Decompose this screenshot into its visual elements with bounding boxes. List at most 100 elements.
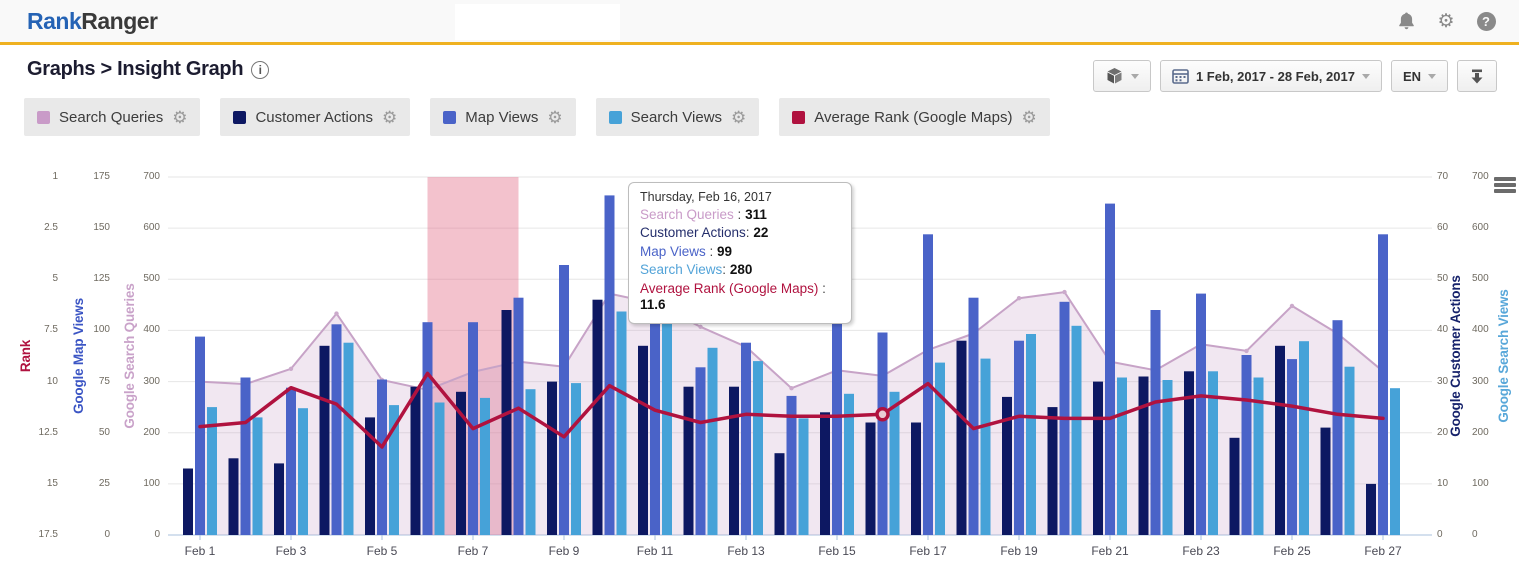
search-views-bar (525, 389, 536, 535)
legend-swatch (443, 110, 457, 124)
axis-tick: 75 (98, 375, 110, 387)
customer-actions-bar (501, 310, 512, 535)
legend-swatch (792, 110, 806, 124)
axis-tick: 0 (1472, 529, 1478, 540)
axis-tick: 7.5 (44, 324, 58, 336)
tooltip-row: Customer Actions: 22 (640, 225, 769, 241)
axis-tick: 12.5 (38, 426, 58, 438)
app-header: RankRanger ⚙ ? (0, 0, 1519, 45)
axis-tick: 50 (1437, 273, 1449, 285)
gear-icon[interactable]: ⚙ (1021, 107, 1037, 127)
info-icon[interactable]: i (251, 60, 270, 79)
map-views-bar (786, 395, 797, 535)
search-views-bar (1162, 380, 1173, 535)
tooltip-row: Search Views: 280 (640, 262, 753, 278)
customer-actions-bar (183, 468, 193, 535)
customer-actions-bar (547, 381, 557, 535)
customer-actions-bar (456, 391, 466, 535)
search-views-bar (480, 397, 490, 535)
map-views-bar (422, 322, 433, 535)
gear-icon[interactable]: ⚙ (1437, 10, 1455, 32)
map-views-bar (1105, 203, 1115, 535)
x-axis-label: Feb 23 (1182, 544, 1220, 558)
bell-icon[interactable] (1395, 10, 1417, 32)
legend-row: Search Queries ⚙ Customer Actions ⚙ Map View… (24, 98, 1050, 136)
download-button[interactable] (1457, 60, 1497, 92)
map-views-bar (695, 367, 706, 535)
search-views-bar (1253, 377, 1264, 535)
x-axis-label: Feb 3 (276, 544, 307, 558)
legend-swatch (37, 110, 50, 124)
axis-title-google-search-queries: Google Search Queries (122, 283, 137, 429)
breadcrumb: Graphs > Insight Graph i (27, 58, 270, 81)
axis-tick: 175 (93, 171, 110, 182)
legend-button-search-views[interactable]: Search Views ⚙ (595, 98, 760, 136)
axis-tick: 100 (1472, 477, 1489, 489)
chart-context-menu-icon[interactable] (1494, 177, 1516, 195)
axis-tick: 10 (46, 375, 58, 387)
search-views-bar (798, 418, 809, 535)
map-views-bar (240, 377, 251, 535)
map-views-bar (1196, 293, 1206, 535)
calendar-icon (1172, 69, 1189, 84)
search-views-bar (207, 407, 217, 535)
package-dropdown-button[interactable] (1092, 60, 1151, 92)
header-blank-area (455, 4, 620, 40)
legend-swatch (608, 110, 622, 124)
gear-icon[interactable]: ⚙ (382, 107, 398, 127)
customer-actions-bar (820, 412, 830, 535)
legend-label: Search Queries (59, 108, 164, 126)
legend-button-search-queries[interactable]: Search Queries ⚙ (24, 98, 201, 136)
breadcrumb-page: Insight Graph (117, 58, 244, 80)
search-views-bar (389, 405, 399, 535)
axis-tick: 400 (143, 324, 160, 336)
search-views-bar (889, 391, 900, 535)
x-axis-label: Feb 7 (458, 544, 489, 558)
axis-tick: 0 (154, 529, 160, 540)
gear-icon[interactable]: ⚙ (172, 107, 188, 127)
map-views-bar (1332, 320, 1343, 535)
breadcrumb-section[interactable]: Graphs (27, 58, 96, 80)
language-selector[interactable]: EN (1390, 60, 1448, 92)
gear-icon[interactable]: ⚙ (547, 107, 563, 127)
customer-actions-bar (274, 463, 284, 535)
x-axis-label: Feb 17 (909, 544, 947, 558)
date-range-picker[interactable]: 1 Feb, 2017 - 28 Feb, 2017 (1159, 60, 1382, 92)
search-views-bar (298, 408, 308, 535)
customer-actions-bar (1047, 407, 1058, 535)
map-views-bar (1287, 359, 1297, 535)
search-views-bar (662, 315, 672, 535)
x-axis-label: Feb 19 (1000, 544, 1038, 558)
legend-button-customer-actions[interactable]: Customer Actions ⚙ (220, 98, 411, 136)
map-views-bar (286, 387, 296, 535)
gear-icon[interactable]: ⚙ (731, 107, 747, 127)
language-label: EN (1402, 68, 1421, 84)
axis-tick: 500 (1472, 273, 1489, 285)
rankranger-logo[interactable]: RankRanger (27, 8, 158, 35)
map-views-bar (604, 195, 615, 535)
legend-label: Average Rank (Google Maps) (814, 108, 1013, 126)
axis-tick: 1 (52, 171, 58, 182)
axis-tick: 50 (98, 426, 110, 438)
customer-actions-bar (1093, 381, 1103, 535)
map-views-bar (559, 265, 569, 535)
customer-actions-bar (1275, 345, 1285, 535)
axis-tick: 25 (98, 477, 110, 489)
chart-plot-area[interactable]: Feb 1 Feb 3 Feb 5 Feb 7 Feb 9 Feb 11 Feb 13 Feb… (168, 176, 1432, 561)
map-views-bar (650, 314, 660, 535)
axis-tick: 700 (143, 171, 160, 182)
axis-title-google-search-views: Google Search Views (1496, 289, 1511, 423)
legend-button-map-views[interactable]: Map Views ⚙ (430, 98, 576, 136)
help-icon[interactable]: ? (1475, 10, 1497, 32)
x-axis-label: Feb 25 (1273, 544, 1311, 558)
axis-tick: 15 (46, 477, 58, 489)
customer-actions-bar (365, 417, 375, 535)
legend-swatch (233, 110, 247, 124)
search-views-bar (616, 311, 627, 535)
date-range-label: 1 Feb, 2017 - 28 Feb, 2017 (1195, 68, 1355, 84)
search-views-bar (1208, 371, 1218, 535)
customer-actions-bar (1138, 376, 1149, 535)
legend-button-average-rank-google-maps[interactable]: Average Rank (Google Maps) ⚙ (779, 98, 1050, 136)
x-axis-label: Feb 27 (1364, 544, 1402, 558)
